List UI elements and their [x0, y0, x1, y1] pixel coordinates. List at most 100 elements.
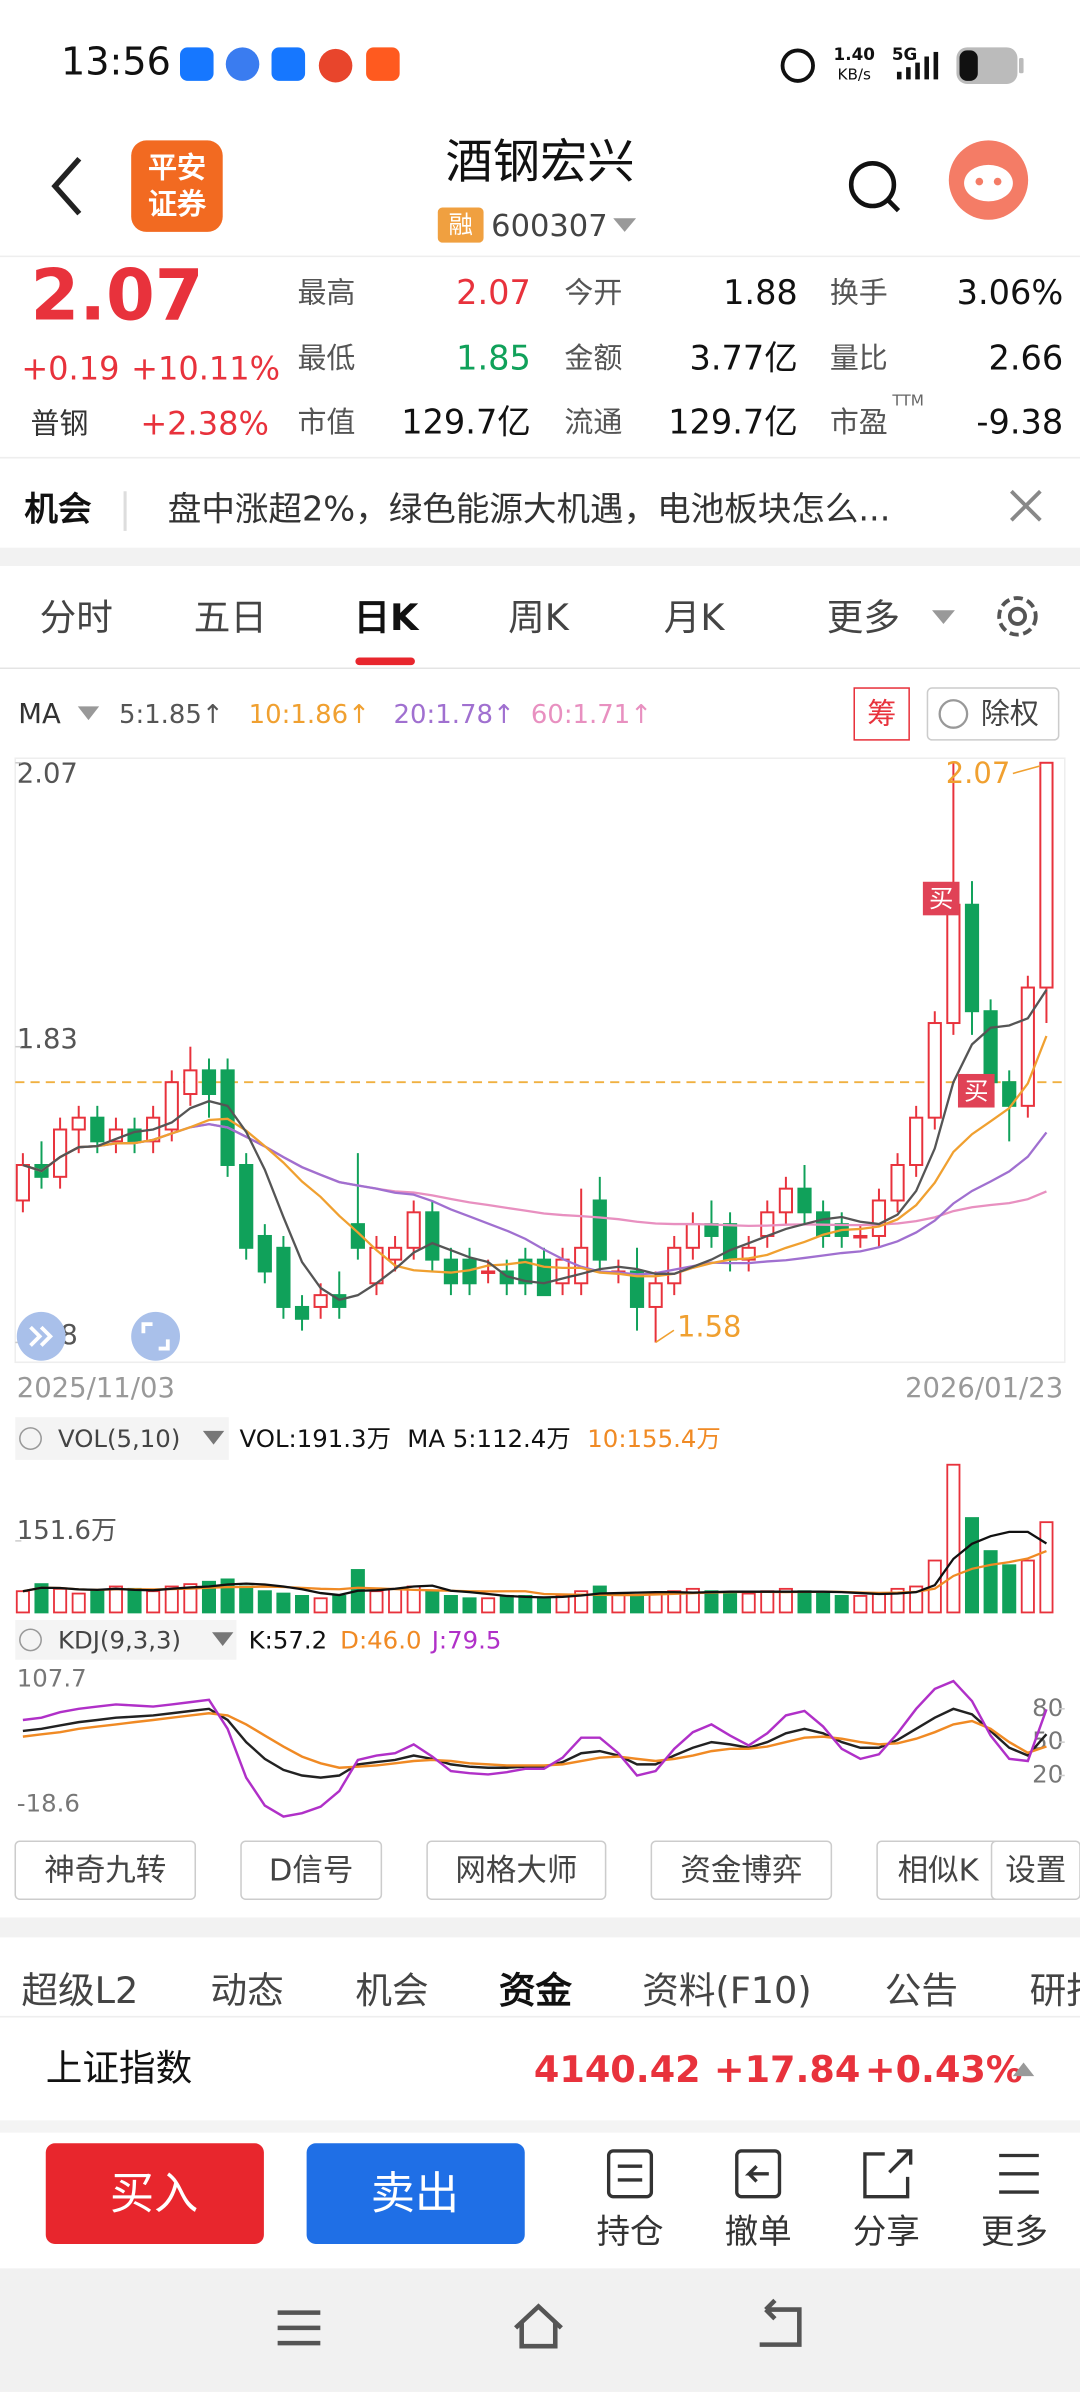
tool-button[interactable]	[990, 1840, 1080, 1900]
action-label[interactable]: 持仓	[596, 2212, 663, 2251]
tool-button-text: 设置	[1005, 1853, 1066, 1888]
candle-body	[946, 903, 961, 1025]
broker-logo[interactable]	[131, 140, 223, 232]
section-tab[interactable]: 机会	[355, 1969, 428, 2012]
volume-bar	[1002, 1564, 1017, 1614]
adjust-button-text: 除权	[981, 696, 1039, 730]
candle-body	[276, 1246, 291, 1308]
volume-bar	[53, 1587, 68, 1614]
kdj-label: KDJ(9,3,3)	[58, 1625, 181, 1654]
kdj-dropdown[interactable]	[212, 1632, 234, 1646]
high-annotation: 2.07	[946, 756, 1011, 790]
period-tab[interactable]: 月K	[664, 596, 726, 639]
chart-frame	[14, 757, 1066, 1364]
section-tab[interactable]: 超级L2	[21, 1969, 138, 2012]
sell-button[interactable]	[306, 2143, 525, 2244]
volume-bar	[313, 1597, 328, 1614]
tool-button[interactable]	[240, 1840, 383, 1900]
battery-icon	[956, 47, 1024, 84]
index-value: 4140.42	[534, 2048, 701, 2091]
chip-button[interactable]	[853, 687, 910, 741]
tool-button-text: 相似K	[898, 1853, 980, 1888]
tool-button[interactable]	[650, 1840, 833, 1900]
expand-button[interactable]	[16, 1311, 66, 1361]
section-tabs: 超级L2 动态 机会 资金 资料(F10) 公告 研报	[21, 1969, 1080, 2012]
field-value: 129.7亿	[668, 403, 798, 442]
section-tab[interactable]: 研报	[1030, 1969, 1080, 2012]
vol-dropdown[interactable]	[202, 1430, 225, 1445]
index-expand[interactable]	[1012, 2062, 1035, 2077]
fullscreen-button[interactable]	[131, 1311, 180, 1361]
section-tab[interactable]: 资料(F10)	[642, 1969, 811, 2012]
price-change-pct: +10.11%	[131, 350, 280, 388]
field-label: 金额	[564, 341, 622, 375]
network: 5G	[892, 44, 917, 64]
ma20-legend: 20:1.78↑	[394, 700, 515, 730]
volume-bar	[499, 1595, 514, 1614]
sector-name: 普钢	[31, 407, 89, 441]
period-tab[interactable]: 日K	[353, 596, 420, 639]
ma5-legend: 5:1.85↑	[119, 700, 224, 730]
back-button[interactable]	[51, 156, 82, 216]
assistant-avatar[interactable]	[948, 140, 1029, 220]
section-tab[interactable]: 资金	[499, 1969, 573, 2012]
tool-button[interactable]	[426, 1840, 607, 1900]
vol-label-box[interactable]	[15, 1417, 229, 1460]
tool-button[interactable]	[14, 1840, 197, 1900]
ma60-legend: 60:1.71↑	[531, 700, 652, 730]
alarm-icon	[780, 48, 815, 83]
section-tab[interactable]: 公告	[885, 1969, 958, 2012]
action-label[interactable]: 更多	[981, 2212, 1048, 2251]
action-label[interactable]: 撤单	[725, 2212, 792, 2251]
field-label: 流通	[564, 405, 622, 439]
news-tag: 机会	[24, 490, 92, 529]
volume-bar	[15, 1590, 30, 1614]
field-label: 量比	[830, 341, 888, 375]
candle-body	[164, 1081, 179, 1131]
code-dropdown[interactable]	[613, 218, 637, 232]
period-tab[interactable]: 分时	[40, 596, 113, 639]
index-name[interactable]: 上证指数	[46, 2047, 192, 2090]
volume-bar	[592, 1585, 607, 1614]
kdj-label-box[interactable]	[15, 1620, 237, 1660]
news-close[interactable]	[1010, 489, 1042, 522]
section-tab[interactable]: 动态	[211, 1969, 284, 2012]
signal-icon	[896, 51, 939, 80]
net-speed: 1.40	[834, 44, 875, 64]
vol-label: VOL(5,10)	[58, 1424, 180, 1453]
candle-body	[964, 903, 980, 1013]
sector-pct: +2.38%	[140, 405, 269, 443]
period-tab[interactable]: 五日	[194, 596, 267, 639]
period-tab[interactable]: 更多	[827, 596, 900, 639]
candle-body	[1039, 761, 1054, 989]
volume-bar	[481, 1597, 496, 1614]
stock-code: 600307	[491, 209, 607, 244]
kdj-tick-label: 20	[1032, 1759, 1063, 1788]
tool-button-text: 神奇九转	[44, 1853, 166, 1888]
news-text[interactable]: 盘中涨超2%，绿色能源大机遇，电池板块怎么...	[168, 490, 891, 529]
clock: 13:56	[61, 40, 171, 84]
action-label[interactable]: 分享	[853, 2212, 920, 2251]
vol-ma5-line	[22, 1530, 1048, 1599]
settings-button[interactable]	[997, 596, 1038, 637]
candle-body	[406, 1211, 421, 1249]
volume-bar	[964, 1517, 980, 1614]
vol-ma10: 10:155.4万	[587, 1424, 720, 1453]
candle-body	[15, 1164, 30, 1202]
nav-icons[interactable]	[277, 2298, 802, 2349]
candle-body	[71, 1116, 86, 1131]
candle-body	[667, 1246, 682, 1285]
ma-dropdown[interactable]	[77, 706, 100, 721]
field-value: 129.7亿	[401, 403, 531, 442]
more-dropdown[interactable]	[932, 610, 955, 624]
quote-fields: 最高 2.07 今开 1.88 换手 3.06% 最低 1.85 金额 3.77亿 量比 2.66 市值…	[297, 273, 1063, 442]
ma-label[interactable]: MA	[18, 699, 61, 730]
buy-button[interactable]	[45, 2143, 264, 2244]
search-button[interactable]	[848, 161, 901, 213]
volume-bar	[983, 1550, 998, 1614]
volume-bar	[1020, 1559, 1035, 1614]
candle-body	[778, 1187, 793, 1214]
volume-bar	[1039, 1521, 1054, 1614]
volume-bar	[946, 1463, 961, 1614]
period-tab[interactable]: 周K	[508, 596, 570, 639]
